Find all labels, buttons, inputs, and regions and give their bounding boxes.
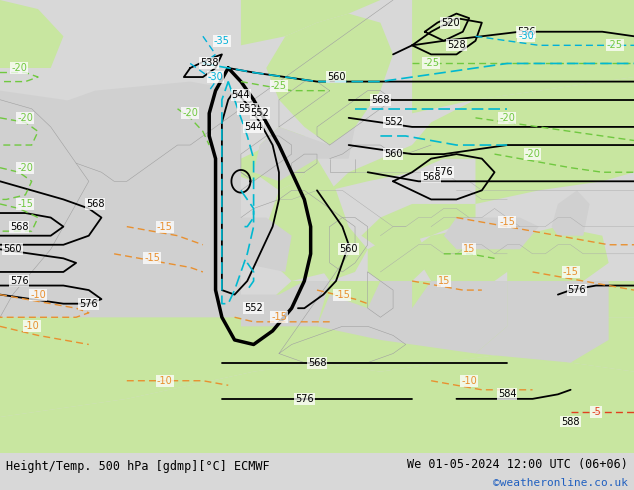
Text: 568: 568 [86, 199, 105, 209]
Polygon shape [0, 281, 634, 354]
Polygon shape [254, 127, 355, 181]
Text: -30: -30 [519, 31, 534, 41]
Polygon shape [412, 226, 520, 281]
Text: -5: -5 [591, 408, 601, 417]
Polygon shape [0, 0, 63, 68]
Text: 520: 520 [441, 18, 460, 27]
Text: 552: 552 [244, 303, 263, 313]
Text: 15: 15 [437, 276, 450, 286]
Polygon shape [412, 0, 634, 113]
Polygon shape [380, 281, 507, 354]
Polygon shape [317, 281, 412, 340]
Text: 560: 560 [327, 72, 346, 82]
Polygon shape [0, 81, 241, 226]
Polygon shape [0, 91, 241, 318]
Text: 576: 576 [79, 299, 98, 309]
Text: 568: 568 [10, 221, 29, 232]
Text: ©weatheronline.co.uk: ©weatheronline.co.uk [493, 478, 628, 489]
Text: 538: 538 [200, 58, 219, 69]
Text: 560: 560 [3, 245, 22, 254]
Polygon shape [552, 190, 590, 236]
Polygon shape [266, 14, 393, 145]
Text: -20: -20 [499, 113, 515, 123]
Polygon shape [361, 204, 476, 249]
Polygon shape [317, 226, 368, 281]
Text: -15: -15 [562, 267, 579, 277]
Text: -35: -35 [214, 36, 230, 46]
Text: -20: -20 [17, 163, 34, 172]
Text: 576: 576 [434, 167, 453, 177]
Polygon shape [412, 77, 634, 204]
Text: -15: -15 [271, 312, 287, 322]
Polygon shape [241, 281, 330, 354]
Text: -10: -10 [30, 290, 46, 299]
Text: 560: 560 [384, 149, 403, 159]
Text: 552: 552 [384, 118, 403, 127]
Text: 576: 576 [10, 276, 29, 286]
Text: -20: -20 [182, 108, 198, 118]
Text: -15: -15 [17, 199, 34, 209]
Text: -10: -10 [462, 376, 477, 386]
Polygon shape [507, 226, 609, 281]
Text: 568: 568 [307, 358, 327, 368]
Polygon shape [0, 318, 634, 417]
Polygon shape [444, 218, 539, 249]
Text: 568: 568 [422, 172, 441, 182]
Text: 15: 15 [463, 245, 476, 254]
Text: 568: 568 [371, 95, 390, 105]
Polygon shape [0, 354, 634, 453]
Text: 552: 552 [238, 104, 257, 114]
Text: -25: -25 [423, 58, 439, 69]
Text: -15: -15 [334, 290, 351, 299]
Polygon shape [266, 159, 349, 281]
Text: 560: 560 [339, 245, 358, 254]
Text: -20: -20 [17, 113, 34, 123]
Polygon shape [241, 149, 273, 181]
Text: 536: 536 [517, 27, 536, 37]
Polygon shape [330, 113, 495, 190]
Text: -10: -10 [24, 321, 39, 331]
Text: -10: -10 [157, 376, 172, 386]
Polygon shape [254, 127, 317, 190]
Text: Height/Temp. 500 hPa [gdmp][°C] ECMWF: Height/Temp. 500 hPa [gdmp][°C] ECMWF [6, 460, 270, 473]
Text: -15: -15 [499, 217, 515, 227]
Polygon shape [368, 236, 431, 281]
Text: -30: -30 [208, 72, 223, 82]
Text: -20: -20 [524, 149, 541, 159]
Text: -15: -15 [157, 221, 173, 232]
Polygon shape [241, 218, 292, 272]
Text: 552: 552 [250, 108, 269, 118]
Text: 528: 528 [447, 40, 466, 50]
Text: -25: -25 [607, 40, 623, 50]
Text: 544: 544 [244, 122, 263, 132]
Text: -20: -20 [11, 63, 27, 73]
Polygon shape [241, 281, 330, 326]
Text: 584: 584 [498, 390, 517, 399]
Text: 544: 544 [231, 90, 250, 100]
Text: We 01-05-2024 12:00 UTC (06+06): We 01-05-2024 12:00 UTC (06+06) [407, 458, 628, 471]
Polygon shape [241, 0, 380, 46]
Text: -15: -15 [144, 253, 160, 263]
Text: 576: 576 [295, 394, 314, 404]
Polygon shape [476, 281, 609, 363]
Text: -25: -25 [271, 81, 287, 91]
Text: 576: 576 [567, 285, 586, 295]
Text: 588: 588 [561, 416, 580, 426]
